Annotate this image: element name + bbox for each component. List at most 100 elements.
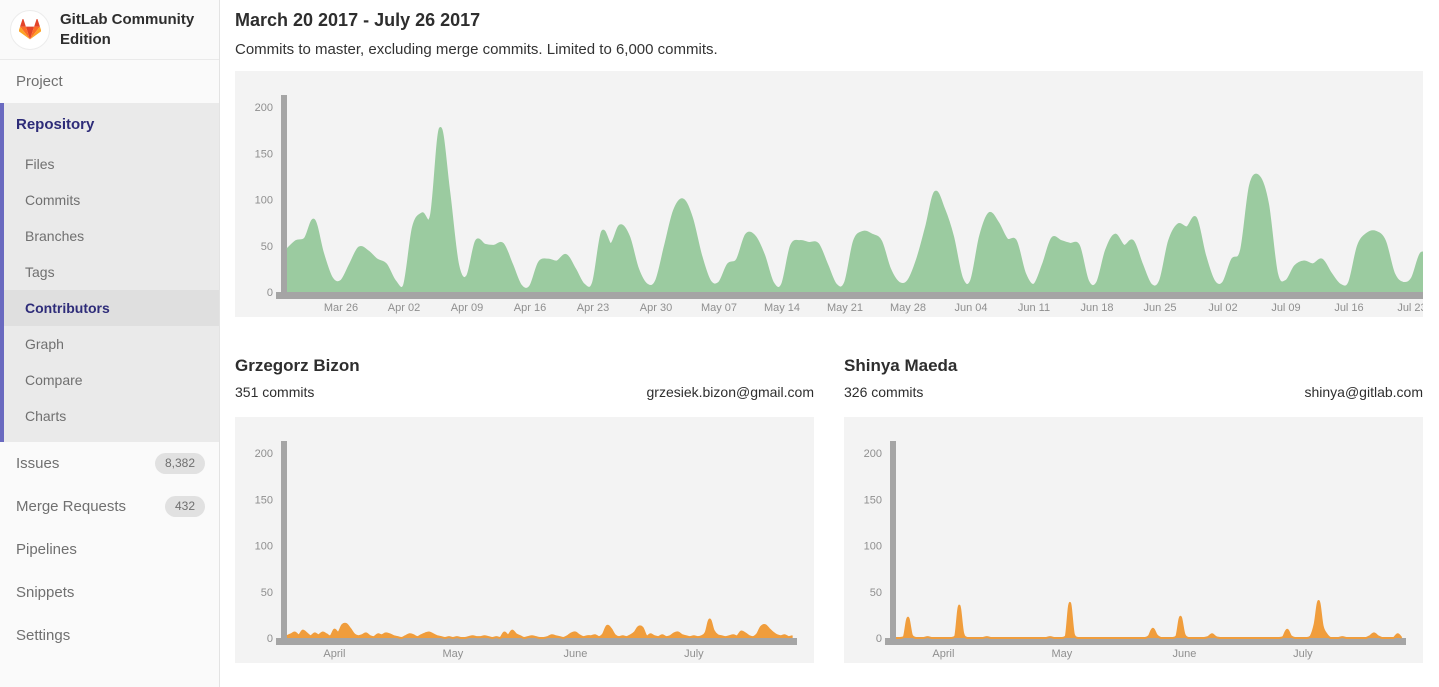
sidebar-item-snippets[interactable]: Snippets [0, 571, 219, 614]
y-axis-bar [281, 441, 287, 645]
contributor-email: grzesiek.bizon@gmail.com [646, 384, 815, 400]
sidebar-item-branches[interactable]: Branches [25, 228, 85, 244]
commits-area [287, 619, 793, 638]
project-title: GitLab Community Edition [60, 11, 195, 48]
sidebar-item-commits[interactable]: Commits [25, 192, 81, 208]
x-tick-label: April [932, 648, 954, 660]
main-content: March 20 2017 - July 26 2017 Commits to … [220, 0, 1439, 687]
contributor-name: Shinya Maeda [844, 356, 958, 375]
commits-area [287, 128, 1423, 292]
x-tick-label: Mar 26 [324, 302, 358, 314]
contributor-commits-area-chart: 0 50 100 150 200 April May June July [864, 441, 1406, 660]
x-tick-label: Jul 02 [1208, 302, 1237, 314]
project-avatar [10, 9, 50, 50]
x-tick-label: May [443, 648, 464, 660]
merge-requests-count-badge: 432 [164, 496, 205, 517]
contributor-commits-area-chart: 0 50 100 150 200 April May June July [255, 441, 797, 660]
sidebar-item-repository[interactable]: Repository [4, 103, 219, 146]
contributor-card: Shinya Maeda 326 commits shinya@gitlab.c… [844, 355, 1423, 663]
x-tick-label: May 07 [701, 302, 737, 314]
contributors-grid: Grzegorz Bizon 351 commits grzesiek.bizo… [235, 355, 1423, 663]
y-tick-label: 50 [261, 587, 273, 599]
sidebar-item-contributors[interactable]: Contributors [4, 290, 219, 326]
project-context-header[interactable]: GitLab Community Edition [0, 0, 219, 60]
y-tick-label: 200 [255, 102, 273, 114]
x-tick-label: Apr 16 [514, 302, 546, 314]
sidebar-item-pipelines[interactable]: Pipelines [0, 528, 219, 571]
x-tick-label: Jun 04 [954, 302, 987, 314]
sidebar-item-files[interactable]: Files [25, 156, 55, 172]
x-tick-label: April [323, 648, 345, 660]
contributor-meta: 351 commits grzesiek.bizon@gmail.com [235, 384, 814, 401]
x-tick-label: May 28 [890, 302, 926, 314]
sidebar-item-tags[interactable]: Tags [25, 264, 55, 280]
contributor-chart-panel: 0 50 100 150 200 April May June July [235, 417, 814, 663]
contributor-meta: 326 commits shinya@gitlab.com [844, 384, 1423, 401]
contributor-commit-count: 326 commits [844, 384, 924, 400]
sidebar-item-label: Issues [16, 455, 60, 472]
x-tick-label: May 21 [827, 302, 863, 314]
x-tick-label: Jul 23 [1397, 302, 1423, 314]
x-tick-label: July [1293, 648, 1313, 660]
y-tick-label: 100 [864, 541, 882, 553]
y-tick-label: 0 [876, 633, 882, 645]
sidebar-nav: Project Repository Files Commits Branche… [0, 60, 219, 657]
y-axis-bar [890, 441, 896, 645]
page-title: March 20 2017 - July 26 2017 [235, 10, 481, 30]
x-tick-label: May 14 [764, 302, 800, 314]
x-axis-bar [885, 638, 1406, 645]
sidebar-item-label: Snippets [16, 584, 75, 601]
sidebar-item-label: Settings [16, 627, 71, 644]
x-tick-label: Apr 30 [640, 302, 672, 314]
x-tick-label: Jun 25 [1143, 302, 1176, 314]
x-tick-label: Apr 23 [577, 302, 609, 314]
sidebar-item-project[interactable]: Project [0, 60, 219, 103]
y-tick-label: 0 [267, 633, 273, 645]
sidebar-item-label: Repository [16, 116, 95, 133]
y-tick-label: 200 [864, 448, 882, 460]
issues-count-badge: 8,382 [154, 453, 205, 474]
x-tick-label: Apr 09 [451, 302, 483, 314]
x-tick-label: Jul 16 [1334, 302, 1363, 314]
commits-line [896, 599, 1403, 639]
y-tick-label: 150 [255, 494, 273, 506]
master-commits-area-chart: 0 50 100 150 200 Mar 26 Apr 02 Apr 09 Apr 16 Apr … [255, 95, 1423, 314]
x-tick-label: Jun 18 [1080, 302, 1113, 314]
x-tick-label: Jun 11 [1018, 302, 1050, 314]
x-tick-label: Apr 02 [388, 302, 420, 314]
sidebar-item-issues[interactable]: Issues 8,382 [0, 442, 219, 485]
x-tick-label: June [563, 648, 587, 660]
sidebar-item-graph[interactable]: Graph [25, 336, 64, 352]
commits-line [286, 618, 793, 640]
y-tick-label: 0 [267, 287, 273, 299]
sidebar-item-label: Pipelines [16, 541, 77, 558]
sidebar-item-compare[interactable]: Compare [25, 372, 83, 388]
y-tick-label: 150 [864, 494, 882, 506]
y-tick-label: 200 [255, 448, 273, 460]
sidebar-item-settings[interactable]: Settings [0, 614, 219, 657]
y-tick-label: 50 [870, 587, 882, 599]
contributor-commit-count: 351 commits [235, 384, 315, 400]
y-axis-bar [281, 95, 287, 299]
x-tick-label: July [684, 648, 704, 660]
contributor-name: Grzegorz Bizon [235, 356, 360, 375]
y-tick-label: 100 [255, 195, 273, 207]
sidebar-item-charts[interactable]: Charts [25, 408, 67, 424]
sidebar-item-merge-requests[interactable]: Merge Requests 432 [0, 485, 219, 528]
gitlab-tanuki-icon [19, 19, 41, 40]
x-tick-label: May [1052, 648, 1073, 660]
contributor-card: Grzegorz Bizon 351 commits grzesiek.bizo… [235, 355, 814, 663]
page-subtitle: Commits to master, excluding merge commi… [235, 41, 718, 58]
x-tick-label: June [1172, 648, 1196, 660]
commits-line [286, 127, 1423, 290]
x-axis-bar [276, 292, 1423, 299]
master-commits-chart-panel: 0 50 100 150 200 Mar 26 Apr 02 Apr 09 Apr 16 Apr … [235, 71, 1423, 317]
x-axis-bar [276, 638, 797, 645]
sidebar-section-repository: Repository Files Commits Branches Tags C… [0, 103, 219, 442]
sidebar-item-label: Merge Requests [16, 498, 127, 515]
y-tick-label: 50 [261, 241, 273, 253]
contributor-chart-panel: 0 50 100 150 200 April May June July [844, 417, 1423, 663]
y-tick-label: 100 [255, 541, 273, 553]
sidebar-item-label: Project [16, 73, 63, 90]
